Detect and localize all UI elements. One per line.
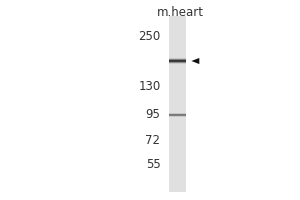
Text: 250: 250 — [138, 29, 160, 43]
Text: 95: 95 — [146, 108, 160, 121]
Text: m.heart: m.heart — [157, 6, 203, 20]
Polygon shape — [191, 58, 199, 64]
Bar — [169, 16, 186, 192]
Text: 55: 55 — [146, 158, 160, 171]
Text: 72: 72 — [146, 134, 160, 148]
Text: 130: 130 — [138, 80, 160, 92]
